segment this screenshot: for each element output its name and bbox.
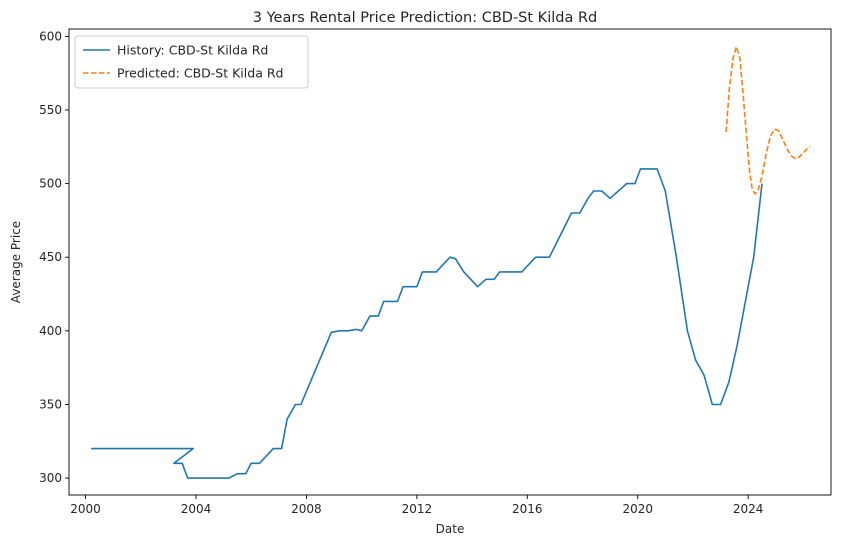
axis-ticks: 2000 2004 2008 2012 2016 2020 2024 300 350 400 450…: [39, 29, 763, 516]
x-tick-label: 2024: [733, 502, 764, 516]
y-tick-label: 450: [39, 250, 62, 264]
chart-title: 3 Years Rental Price Prediction: CBD-St …: [253, 10, 597, 26]
x-tick-label: 2008: [291, 502, 322, 516]
y-tick-label: 300: [39, 471, 62, 485]
x-tick-label: 2012: [402, 502, 433, 516]
legend-box: [74, 35, 309, 89]
x-tick-label: 2020: [622, 502, 653, 516]
plot-area: [91, 45, 811, 479]
legend: History: CBD-St Kilda Rd Predicted: CBD-…: [74, 35, 309, 89]
legend-label-predicted: Predicted: CBD-St Kilda Rd: [117, 66, 283, 81]
series-line-predicted: [725, 45, 811, 195]
x-tick-label: 2004: [181, 502, 212, 516]
series-line-history: [91, 168, 763, 479]
y-tick-label: 400: [39, 324, 62, 338]
legend-label-history: History: CBD-St Kilda Rd: [117, 43, 268, 58]
y-tick-label: 500: [39, 177, 62, 191]
y-tick-label: 350: [39, 397, 62, 411]
x-tick-label: 2000: [70, 502, 101, 516]
y-tick-label: 600: [39, 29, 62, 43]
y-tick-label: 550: [39, 103, 62, 117]
axes-frame: [68, 28, 832, 496]
y-axis-title: Average Price: [9, 221, 23, 303]
x-tick-label: 2016: [512, 502, 543, 516]
x-axis-title: Date: [436, 522, 465, 536]
